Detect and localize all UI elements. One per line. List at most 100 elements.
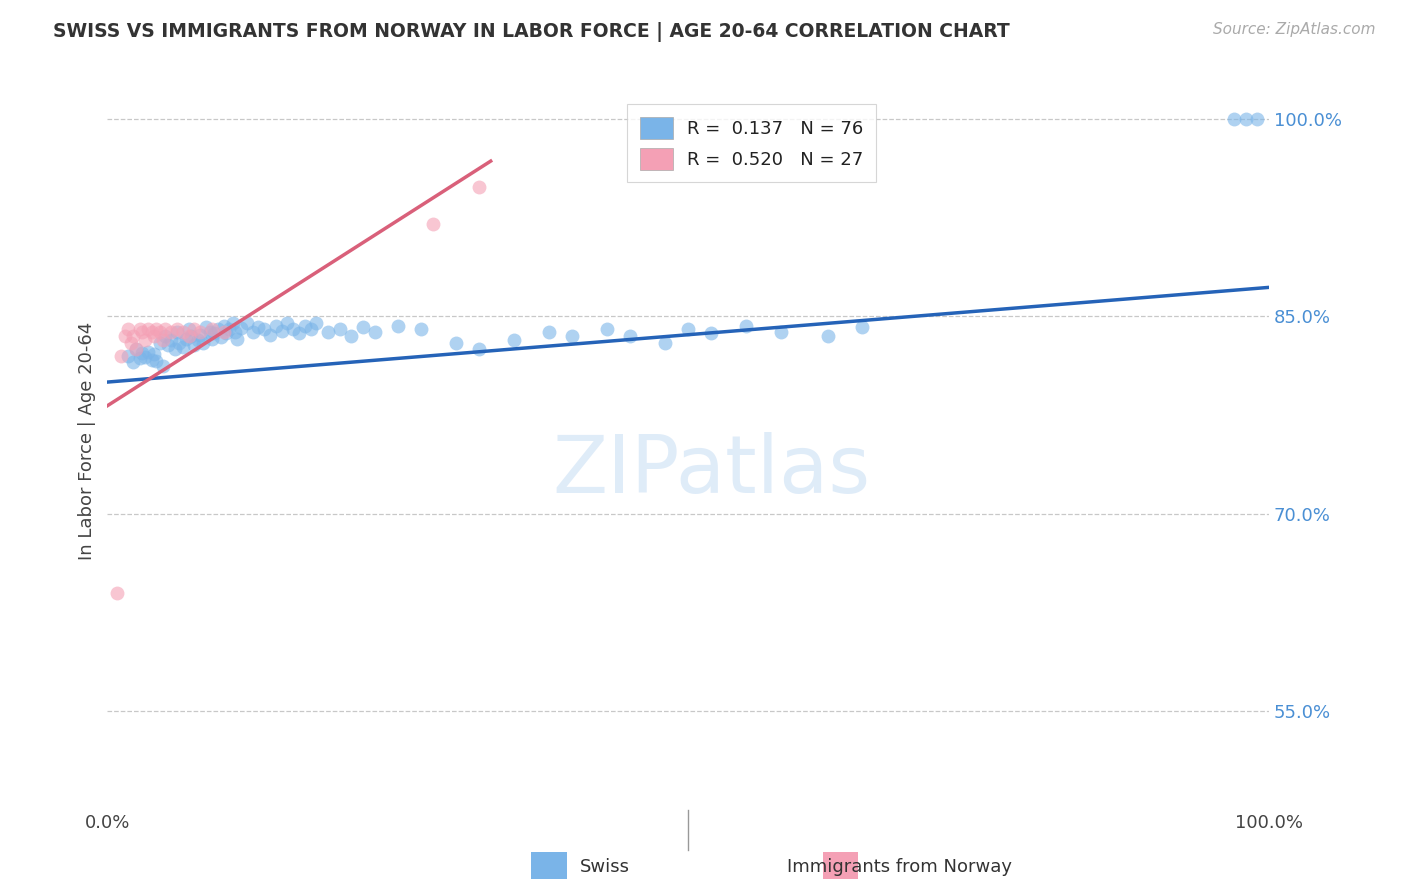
- Point: [187, 333, 209, 347]
- Point: [177, 322, 200, 336]
- Point: [247, 319, 270, 334]
- Point: [409, 322, 432, 336]
- Point: [129, 322, 152, 336]
- Point: [294, 318, 316, 333]
- Text: Immigrants from Norway: Immigrants from Norway: [787, 858, 1012, 876]
- Text: SWISS VS IMMIGRANTS FROM NORWAY IN LABOR FORCE | AGE 20-64 CORRELATION CHART: SWISS VS IMMIGRANTS FROM NORWAY IN LABOR…: [53, 22, 1010, 42]
- Point: [122, 329, 145, 343]
- Point: [191, 335, 214, 350]
- Point: [105, 585, 128, 599]
- Point: [1234, 112, 1257, 126]
- Point: [468, 180, 491, 194]
- Point: [316, 325, 339, 339]
- Point: [180, 329, 202, 343]
- Point: [172, 325, 194, 339]
- Point: [676, 322, 699, 336]
- Point: [1223, 112, 1246, 126]
- Point: [1246, 112, 1268, 126]
- Point: [229, 321, 252, 335]
- Point: [163, 342, 186, 356]
- Y-axis label: In Labor Force | Age 20-64: In Labor Force | Age 20-64: [79, 322, 96, 560]
- Point: [149, 335, 172, 350]
- Point: [155, 322, 177, 336]
- Point: [735, 318, 758, 333]
- Point: [131, 325, 153, 339]
- Point: [264, 318, 287, 333]
- Legend: R =  0.137   N = 76, R =  0.520   N = 27: R = 0.137 N = 76, R = 0.520 N = 27: [627, 104, 876, 183]
- Point: [537, 325, 560, 339]
- Point: [654, 335, 676, 350]
- Point: [226, 332, 249, 346]
- Point: [212, 325, 235, 339]
- Point: [352, 319, 374, 334]
- Point: [183, 322, 205, 336]
- Point: [142, 329, 165, 343]
- Point: [160, 333, 183, 347]
- Text: Swiss: Swiss: [579, 858, 630, 876]
- Text: Source: ZipAtlas.com: Source: ZipAtlas.com: [1212, 22, 1375, 37]
- Point: [253, 322, 276, 336]
- Point: [770, 325, 793, 339]
- Point: [851, 319, 873, 334]
- Point: [468, 342, 491, 356]
- Point: [188, 325, 211, 339]
- Point: [202, 326, 225, 341]
- Point: [114, 329, 136, 343]
- Point: [136, 344, 159, 359]
- Point: [700, 326, 723, 341]
- Point: [270, 324, 292, 338]
- Point: [503, 333, 526, 347]
- Point: [422, 217, 444, 231]
- Point: [149, 325, 172, 339]
- Point: [110, 349, 132, 363]
- Point: [236, 316, 259, 330]
- Point: [125, 342, 148, 356]
- Point: [215, 326, 238, 341]
- Point: [188, 327, 211, 342]
- Point: [329, 322, 352, 336]
- Point: [172, 340, 194, 354]
- Point: [207, 322, 229, 336]
- Point: [619, 329, 641, 343]
- Point: [288, 326, 311, 341]
- Point: [363, 325, 385, 339]
- Point: [169, 335, 191, 350]
- Point: [166, 322, 188, 336]
- Point: [183, 338, 205, 352]
- Point: [117, 322, 139, 336]
- Point: [155, 329, 177, 343]
- Point: [222, 316, 245, 330]
- Point: [817, 329, 839, 343]
- Point: [142, 347, 165, 361]
- Point: [201, 322, 224, 336]
- Point: [152, 359, 174, 374]
- Point: [177, 329, 200, 343]
- Point: [276, 316, 298, 330]
- Point: [152, 333, 174, 347]
- Point: [259, 327, 281, 342]
- Point: [120, 335, 142, 350]
- Point: [242, 325, 264, 339]
- Point: [145, 354, 167, 368]
- Point: [145, 322, 167, 336]
- Point: [160, 325, 183, 339]
- Point: [561, 329, 583, 343]
- Point: [444, 335, 467, 350]
- Point: [141, 325, 163, 339]
- Point: [387, 318, 409, 333]
- Point: [340, 329, 363, 343]
- Point: [134, 333, 156, 347]
- Point: [209, 330, 232, 344]
- Point: [218, 322, 240, 336]
- Point: [299, 322, 322, 336]
- Point: [129, 351, 152, 366]
- Point: [283, 322, 305, 336]
- Point: [596, 322, 619, 336]
- Point: [305, 316, 328, 330]
- Point: [176, 332, 198, 346]
- Point: [117, 349, 139, 363]
- Point: [156, 338, 179, 352]
- Point: [195, 319, 218, 334]
- Point: [198, 325, 221, 339]
- Point: [136, 322, 159, 336]
